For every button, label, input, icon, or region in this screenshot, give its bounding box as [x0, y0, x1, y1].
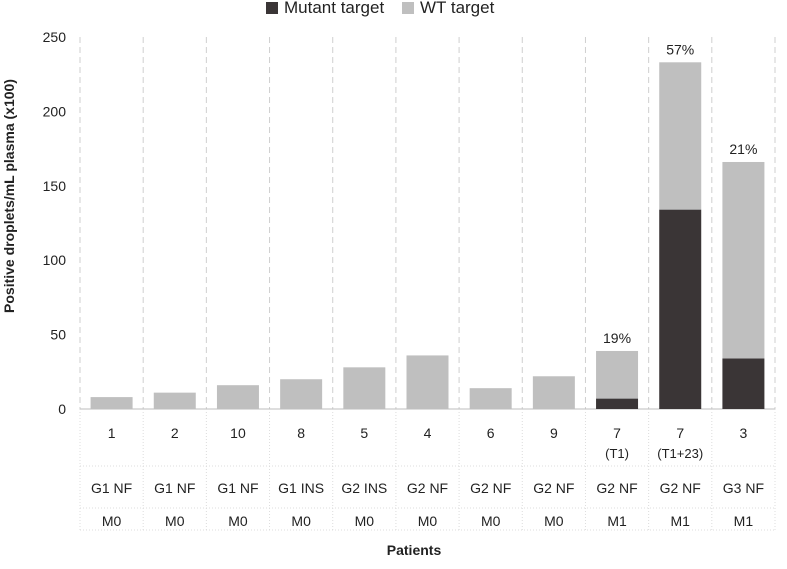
bar-segment: [406, 355, 449, 409]
grade-label: G3 NF: [723, 480, 764, 496]
patient-label: 4: [424, 425, 432, 441]
patient-label: 5: [360, 425, 368, 441]
bar-segment: [722, 161, 765, 359]
y-tick-label: 200: [43, 103, 67, 119]
grade-label: G1 NF: [217, 480, 258, 496]
bar-annotation: 21%: [729, 141, 757, 157]
patient-label: 9: [550, 425, 558, 441]
stage-label: M1: [671, 513, 691, 529]
patient-label: 7: [676, 425, 684, 441]
patient-label: 7: [613, 425, 621, 441]
stage-label: M0: [481, 513, 501, 529]
y-tick-label: 250: [43, 29, 67, 45]
grade-label: G2 NF: [660, 480, 701, 496]
stage-label: M1: [607, 513, 627, 529]
patient-label: 6: [487, 425, 495, 441]
grade-label: G1 NF: [91, 480, 132, 496]
bars: [90, 62, 765, 409]
patient-label: 2: [171, 425, 179, 441]
stage-label: M0: [544, 513, 564, 529]
patient-label: 3: [740, 425, 748, 441]
bar-annotation: 57%: [666, 41, 694, 57]
legend: Mutant target WT target: [266, 0, 495, 17]
stage-label: M0: [165, 513, 185, 529]
y-tick-label: 100: [43, 252, 67, 268]
patient-timepoint-label: (T1+23): [657, 446, 703, 461]
legend-label: Mutant target: [284, 0, 384, 17]
y-axis-label: Positive droplets/mL plasma (x100): [1, 79, 17, 313]
y-tick-label: 150: [43, 178, 67, 194]
grade-label: G2 NF: [407, 480, 448, 496]
percentage-annotations: 19% 57% 21%: [603, 41, 757, 346]
legend-swatch: [402, 2, 414, 14]
bar-segment: [532, 376, 575, 409]
bar-segment: [596, 350, 639, 399]
category-table: 1 G1 NF M0 2 G1 NF M0 10 G1 NF M0 8 G1 INS M0 5 G2 IN…: [79, 409, 776, 531]
bar-segment: [659, 209, 702, 409]
patient-timepoint-label: (T1): [605, 446, 629, 461]
bar-segment: [280, 379, 323, 409]
grade-label: G2 INS: [341, 480, 387, 496]
bar-segment: [596, 398, 639, 409]
bar-segment: [90, 397, 133, 409]
patient-label: 8: [297, 425, 305, 441]
legend-swatch: [266, 2, 278, 14]
stage-label: M0: [228, 513, 248, 529]
legend-label: WT target: [420, 0, 495, 17]
grade-label: G1 INS: [278, 480, 324, 496]
stage-label: M0: [418, 513, 438, 529]
bar-segment: [153, 392, 196, 409]
bar-segment: [722, 358, 765, 409]
bar-annotation: 19%: [603, 330, 631, 346]
bar-segment: [343, 367, 386, 409]
stage-label: M0: [355, 513, 375, 529]
bar-segment: [469, 388, 512, 409]
bar-segment: [216, 385, 259, 409]
grade-label: G2 NF: [596, 480, 637, 496]
patient-label: 1: [108, 425, 116, 441]
grade-label: G2 NF: [533, 480, 574, 496]
y-axis: 0 50 100 150 200 250: [43, 29, 67, 417]
y-tick-label: 0: [58, 401, 66, 417]
grade-label: G1 NF: [154, 480, 195, 496]
stage-label: M1: [734, 513, 754, 529]
grade-label: G2 NF: [470, 480, 511, 496]
patient-label: 10: [230, 425, 246, 441]
y-tick-label: 50: [50, 327, 66, 343]
bar-segment: [659, 62, 702, 210]
stage-label: M0: [291, 513, 311, 529]
stage-label: M0: [102, 513, 122, 529]
x-axis-label: Patients: [387, 542, 442, 558]
